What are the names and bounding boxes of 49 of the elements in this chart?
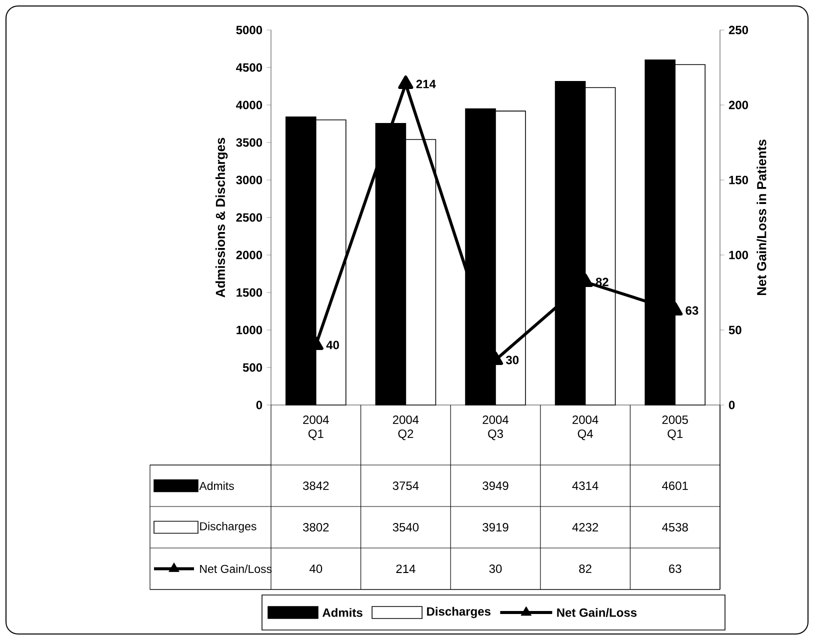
x-tick-label: 2005 Q1: [662, 415, 688, 440]
y-tick-label: 1500: [236, 288, 262, 297]
data-label: 3919: [482, 523, 508, 532]
y-tick-label: 2000: [236, 250, 262, 260]
y2-tick-label: 150: [729, 176, 748, 184]
data-label: 3754: [392, 482, 419, 490]
x-tick-label: 2004 Q4: [572, 415, 598, 440]
y2-tick-label: 200: [728, 100, 748, 110]
data-label: 3802: [303, 523, 329, 532]
data-label: 30: [489, 564, 502, 573]
data-label: 3842: [303, 482, 329, 490]
x-tick-label: 2004 Q1: [303, 415, 329, 440]
text: Net Gain/Loss: [557, 608, 637, 617]
text: Discharges: [427, 606, 490, 618]
text: 30: [506, 356, 519, 364]
data-label: 4538: [662, 523, 688, 532]
point: [398, 76, 414, 89]
data-label: 3540: [392, 523, 419, 532]
y-axis-title: Admissions & Discharges: [215, 138, 228, 298]
data-label: 4601: [662, 482, 688, 490]
y-tick-label: 4500: [236, 63, 262, 72]
y2-axis-title: Net Gain/Loss in Patients: [756, 140, 766, 296]
text: 40: [326, 340, 339, 350]
legend-label: Discharges: [200, 522, 256, 533]
y2-tick-label: 50: [728, 326, 742, 334]
y-tick-label: 500: [242, 363, 262, 372]
y-tick-label: 5000: [236, 26, 262, 34]
legend-label: Admits: [199, 482, 234, 490]
data-label: 40: [310, 564, 322, 573]
data-label: 4314: [572, 482, 598, 490]
data-label: 3949: [482, 482, 508, 490]
text: 214: [416, 80, 436, 88]
y-tick-label: 3000: [236, 176, 262, 184]
data-label: 214: [396, 564, 416, 573]
y2-tick-label: 0: [728, 400, 735, 410]
y-tick-label: 0: [256, 400, 262, 410]
x-tick-label: 2004 Q3: [482, 415, 508, 440]
y-tick-label: 3500: [236, 138, 262, 147]
x-tick-label: 2004 Q2: [392, 415, 419, 440]
y-tick-label: 2500: [236, 213, 262, 222]
y-tick-label: 1000: [236, 326, 262, 334]
data-label: 4232: [572, 523, 598, 532]
text: 63: [686, 306, 698, 315]
data-label: 82: [579, 564, 592, 573]
data-label: 63: [669, 564, 682, 573]
y2-tick-label: 250: [728, 26, 748, 34]
text: Admits: [322, 608, 362, 617]
y2-tick-label: 100: [729, 250, 748, 260]
y-tick-label: 4000: [236, 100, 262, 110]
